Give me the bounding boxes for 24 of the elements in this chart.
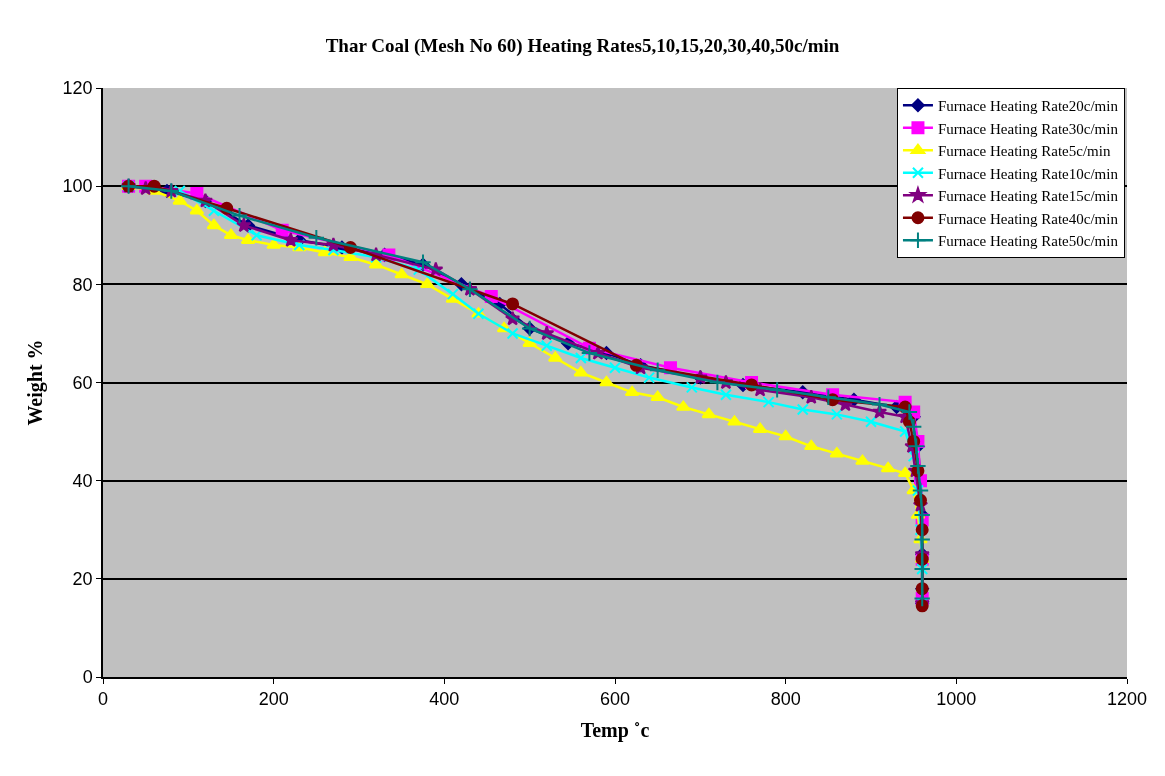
- x-tick-label: 200: [258, 689, 289, 710]
- legend-label: Furnace Heating Rate5c/min: [937, 143, 1111, 160]
- x-tick-label: 400: [429, 689, 460, 710]
- y-tick-label: 0: [82, 667, 93, 688]
- x-axis-title: Temp ˚c: [580, 719, 650, 743]
- legend-label: Furnace Heating Rate40c/min: [937, 210, 1119, 227]
- x-tick-label: 800: [770, 689, 801, 710]
- x-tick-label: 1200: [1106, 689, 1148, 710]
- legend-label: Furnace Heating Rate10c/min: [937, 165, 1119, 182]
- y-axis-title: Weight %: [23, 339, 47, 426]
- y-tick-label: 120: [62, 78, 93, 99]
- x-tick-label: 1000: [936, 689, 977, 710]
- legend-label: Furnace Heating Rate20c/min: [937, 98, 1119, 115]
- y-tick-label: 60: [72, 372, 93, 393]
- y-tick-label: 40: [72, 470, 93, 491]
- y-tick-label: 20: [72, 569, 93, 590]
- chart-title: Thar Coal (Mesh No 60) Heating Rates5,10,15,20,30,40,50c/min: [325, 35, 840, 58]
- legend-label: Furnace Heating Rate30c/min: [937, 120, 1119, 137]
- x-tick-label: 0: [97, 689, 109, 710]
- x-tick-label: 600: [599, 689, 631, 710]
- legend-label: Furnace Heating Rate15c/min: [937, 188, 1119, 205]
- y-tick-label: 100: [62, 176, 93, 197]
- y-tick-label: 80: [72, 274, 93, 295]
- legend-label: Furnace Heating Rate50c/min: [937, 233, 1119, 250]
